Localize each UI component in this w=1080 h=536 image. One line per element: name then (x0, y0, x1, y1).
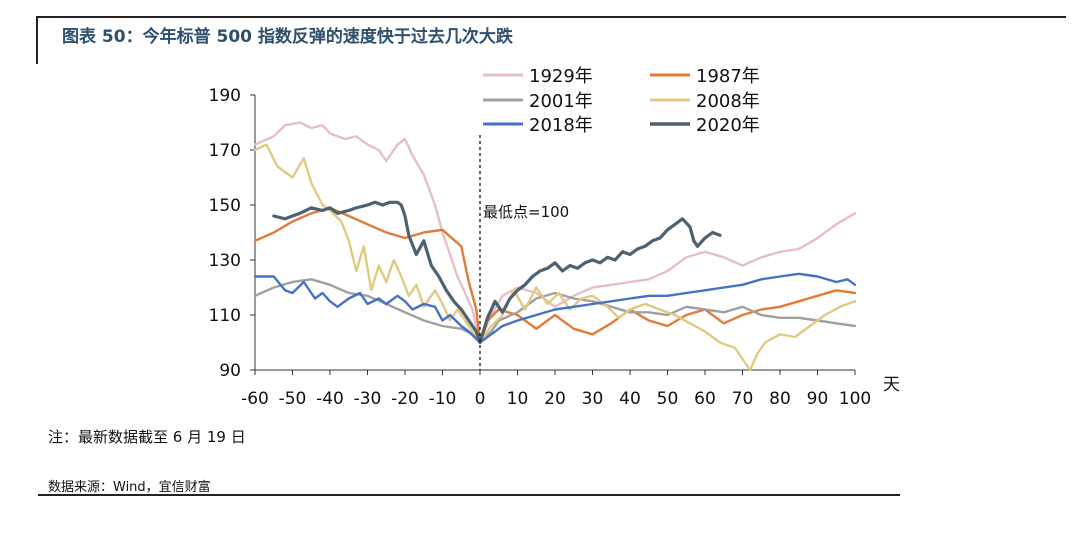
line-chart: 90 110 130 150 170 190 -60 -50 -40 -30 -20 -10 0 10 20… (209, 66, 900, 409)
series-line (253, 278, 857, 344)
series-line (253, 121, 857, 344)
annotations: 最低点=100 (479, 135, 569, 370)
x-tick-label: 100 (839, 389, 871, 409)
y-tick-label: 190 (209, 86, 241, 106)
x-axis-label: 天 (883, 375, 900, 395)
x-tick-label: 30 (582, 389, 604, 409)
series-line (272, 200, 722, 345)
x-tick-label: 20 (544, 389, 566, 409)
legend-label: 2018年 (529, 115, 593, 136)
x-tick-label: -60 (241, 389, 269, 409)
y-tick-label: 90 (219, 361, 241, 381)
legend-label: 2001年 (529, 91, 593, 112)
x-tick-label: -10 (429, 389, 457, 409)
x-tick-label: 60 (694, 389, 716, 409)
y-tick-label: 170 (209, 141, 241, 161)
axes: 90 110 130 150 170 190 -60 -50 -40 -30 -20 -10 0 10 20… (209, 86, 900, 409)
y-tick-label: 150 (209, 196, 241, 216)
x-tick-label: -50 (279, 389, 307, 409)
x-tick-label: 90 (807, 389, 829, 409)
bottom-rule (38, 494, 900, 496)
y-tick-label: 110 (209, 306, 241, 326)
series-line (253, 272, 857, 344)
x-tick-label: 80 (769, 389, 791, 409)
legend: 1929年 1987年 2001年 2008年 2018年 2020年 (483, 66, 760, 136)
x-tick-label: 50 (657, 389, 679, 409)
footnote: 注：最新数据截至 6 月 19 日 (48, 428, 246, 446)
legend-label: 2020年 (696, 115, 760, 136)
x-tick-label: 40 (619, 389, 641, 409)
x-tick-label: 70 (732, 389, 754, 409)
x-tick-label: -40 (316, 389, 344, 409)
legend-label: 1929年 (529, 66, 593, 87)
y-tick-label: 130 (209, 251, 241, 271)
series-line (253, 206, 857, 344)
x-tick-label: 0 (475, 389, 486, 409)
chart-title: 图表 50：今年标普 500 指数反弹的速度快于过去几次大跌 (62, 27, 513, 47)
x-tick-label: 10 (507, 389, 529, 409)
frame-top-rule (36, 16, 1066, 18)
source-text: 数据来源：Wind，宜信财富 (48, 480, 211, 495)
min-point-label: 最低点=100 (483, 203, 569, 221)
legend-label: 2008年 (696, 91, 760, 112)
legend-label: 1987年 (696, 66, 760, 87)
x-tick-label: -20 (391, 389, 419, 409)
series-lines (253, 121, 857, 372)
frame-left-rule (36, 16, 38, 64)
x-tick-label: -30 (354, 389, 382, 409)
